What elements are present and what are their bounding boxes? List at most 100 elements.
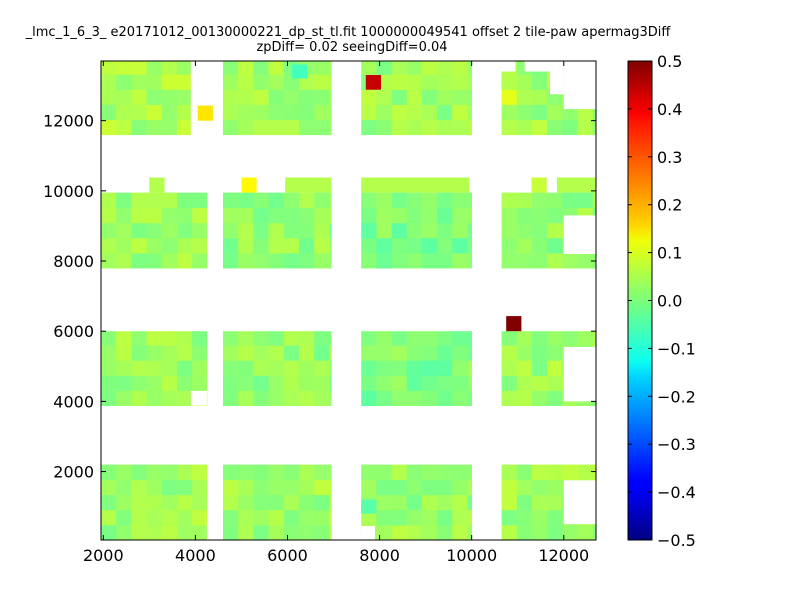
heatmap-cell [238, 104, 254, 120]
heatmap-cell [146, 345, 163, 361]
heatmap-cell [268, 74, 285, 90]
heatmap-cell [131, 494, 147, 511]
heatmap-cell [452, 61, 468, 75]
heatmap-cell [131, 192, 147, 209]
heatmap-cell [592, 104, 596, 120]
heatmap-cell [329, 104, 332, 120]
heatmap-cell [329, 61, 332, 75]
heatmap-cell [501, 119, 518, 136]
heatmap-cell [192, 479, 208, 496]
heatmap-cell [532, 253, 548, 269]
heatmap-cell [268, 494, 285, 511]
heatmap-cell [406, 524, 423, 540]
heatmap-cell [329, 89, 332, 105]
heatmap-cell [547, 192, 563, 209]
heatmap-cell [329, 509, 332, 526]
heatmap-cell [177, 237, 193, 254]
heatmap-cell-highlight [361, 177, 470, 193]
heatmap-cell [406, 360, 423, 376]
heatmap-cell [361, 390, 377, 406]
heatmap-cell [501, 360, 518, 376]
heatmap-cell [421, 237, 438, 254]
heatmap-cell [131, 237, 147, 254]
heatmap-cell [391, 509, 408, 526]
heatmap-cell [467, 61, 472, 75]
heatmap-cell [562, 331, 578, 346]
heatmap-cell [146, 375, 163, 391]
heatmap-cell [547, 207, 563, 224]
heatmap-cell [421, 464, 438, 481]
heatmap-cell [161, 375, 178, 391]
heatmap-cell [177, 104, 192, 120]
heatmap-cell [177, 494, 193, 511]
heatmap-cell [299, 464, 315, 481]
heatmap-cell [161, 331, 178, 346]
heatmap-cell [283, 345, 300, 361]
heatmap-cell [516, 222, 533, 239]
heatmap-cell [253, 479, 269, 496]
heatmap-cell [146, 509, 163, 526]
heatmap-cell [516, 253, 533, 269]
heatmap-cell [452, 464, 468, 481]
heatmap-cell [161, 494, 178, 511]
heatmap-cell [283, 192, 300, 209]
heatmap-cell [516, 192, 533, 209]
heatmap-cell [268, 345, 285, 361]
heatmap-cell [391, 222, 408, 239]
heatmap-cell [131, 331, 147, 346]
heatmap-cell [146, 390, 163, 406]
x-tick-label: 2000 [83, 546, 124, 565]
heatmap-cell [547, 509, 563, 526]
heatmap-cell [161, 390, 178, 406]
heatmap-cell [268, 61, 285, 75]
heatmap-cell [116, 222, 132, 239]
heatmap-cell [299, 331, 315, 346]
heatmap-cell [253, 360, 269, 376]
heatmap-cell [467, 222, 472, 239]
heatmap-cell [421, 119, 438, 136]
axes: 2000 4000 6000 8000 10000 12000 2000 4000 6000 80… [43, 61, 596, 565]
heatmap-cell [361, 464, 377, 481]
heatmap-cell [376, 253, 392, 269]
heatmap-cell [532, 331, 548, 346]
heatmap-cell [547, 331, 563, 346]
heatmap-cell [177, 360, 193, 376]
heatmap-cell [592, 331, 596, 346]
heatmap-cell [532, 390, 548, 406]
heatmap-cell [161, 360, 178, 376]
heatmap-cell [116, 253, 132, 269]
heatmap-cell [116, 207, 132, 224]
heatmap-cell [532, 104, 548, 120]
heatmap-cell [253, 74, 269, 90]
heatmap-cell [406, 331, 423, 346]
blank-area [563, 215, 596, 254]
heatmap-cell [391, 207, 408, 224]
y-tick-label: 12000 [43, 112, 94, 131]
blank-area [190, 61, 207, 135]
heatmap-cell [101, 222, 117, 239]
heatmap-cell [329, 237, 332, 254]
heatmap-cell [223, 207, 239, 224]
heatmap-cell [467, 253, 472, 269]
colorbar-tick-label: −0.2 [657, 387, 696, 406]
heatmap-cell [421, 345, 438, 361]
heatmap-cell [192, 509, 208, 526]
x-tick-label: 4000 [175, 546, 216, 565]
heatmap-cell [391, 119, 408, 136]
heatmap-cell [238, 390, 254, 406]
heatmap-cell [223, 390, 239, 406]
heatmap-cell [101, 89, 117, 105]
heatmap-cell [161, 479, 178, 496]
heatmap-cell [376, 192, 392, 209]
heatmap-cell [452, 494, 468, 511]
blank-area [501, 61, 516, 72]
heatmap-cell [501, 237, 518, 254]
heatmap-cell [314, 375, 330, 391]
heatmap-cell [361, 104, 377, 120]
heatmap-cell [299, 104, 315, 120]
heatmap-cell [314, 89, 330, 105]
heatmap-cell [101, 237, 117, 254]
heatmap-cell [146, 479, 163, 496]
heatmap-cell [177, 61, 192, 75]
heatmap-cell [314, 119, 330, 136]
